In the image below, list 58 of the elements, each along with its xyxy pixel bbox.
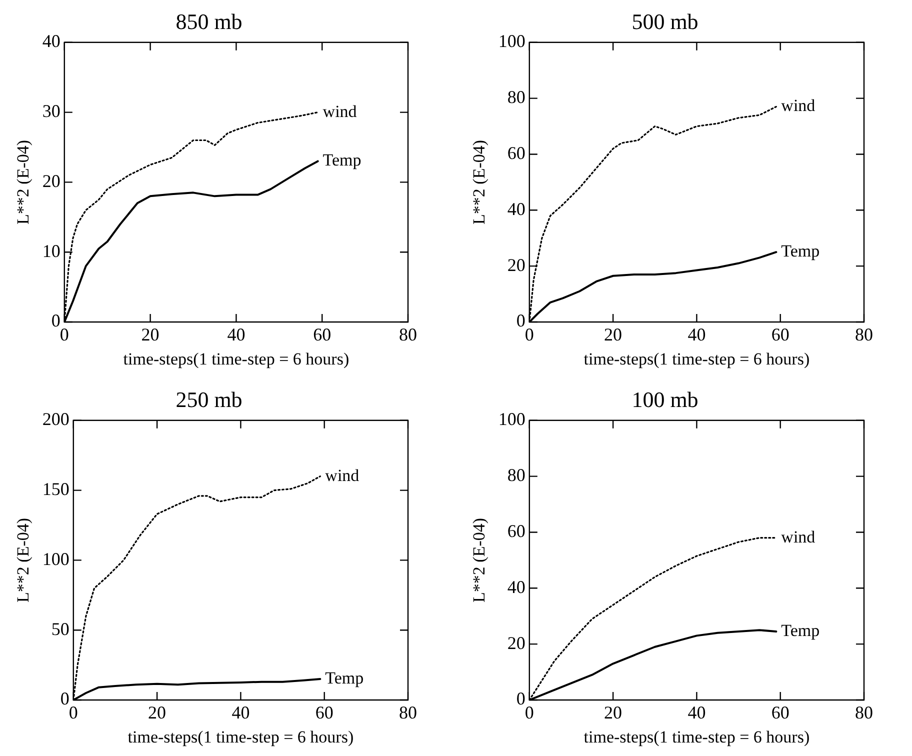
x-tick-label: 80 xyxy=(399,324,417,345)
y-tick-label: 150 xyxy=(42,479,70,500)
y-tick-label: 0 xyxy=(516,688,526,709)
series-label: wind xyxy=(322,102,358,121)
x-tick-label: 40 xyxy=(232,702,250,723)
y-tick-label: 20 xyxy=(507,632,526,653)
chart-title: 100 mb xyxy=(632,386,698,412)
series-label: Temp xyxy=(781,620,820,640)
chart-title: 250 mb xyxy=(176,386,242,412)
y-tick-label: 50 xyxy=(51,618,70,639)
x-tick-label: 40 xyxy=(688,324,706,345)
series-label: Temp xyxy=(322,150,362,170)
series-label: Temp xyxy=(781,242,820,261)
x-tick-label: 40 xyxy=(688,702,706,723)
x-tick-label: 60 xyxy=(313,324,332,345)
y-tick-label: 80 xyxy=(507,465,526,486)
y-tick-label: 200 xyxy=(42,409,70,430)
y-tick-label: 80 xyxy=(507,87,526,108)
x-axis-title: time-steps(1 time-step = 6 hours) xyxy=(128,727,354,746)
x-axis-title: time-steps(1 time-step = 6 hours) xyxy=(123,349,350,368)
series-label: wind xyxy=(781,527,816,546)
x-tick-label: 20 xyxy=(148,702,166,723)
y-tick-label: 60 xyxy=(507,520,526,541)
y-tick-label: 0 xyxy=(51,310,60,331)
x-tick-label: 60 xyxy=(771,324,790,345)
y-tick-label: 30 xyxy=(42,101,60,122)
x-tick-label: 80 xyxy=(855,324,873,345)
y-tick-label: 100 xyxy=(498,409,526,430)
y-tick-label: 20 xyxy=(507,254,526,275)
y-tick-label: 40 xyxy=(42,31,60,52)
series-label: wind xyxy=(781,96,816,116)
x-tick-label: 40 xyxy=(227,324,246,345)
series-label: wind xyxy=(325,466,360,485)
y-axis-title: L**2 (E-04) xyxy=(14,140,33,224)
x-tick-label: 80 xyxy=(855,702,873,723)
y-axis-title: L**2 (E-04) xyxy=(470,140,489,224)
x-tick-label: 80 xyxy=(399,702,417,723)
chart-title: 500 mb xyxy=(632,8,698,34)
y-tick-label: 100 xyxy=(498,31,526,52)
chart-title: 850 mb xyxy=(176,8,242,34)
x-axis-title: time-steps(1 time-step = 6 hours) xyxy=(584,349,810,368)
y-tick-label: 20 xyxy=(42,170,60,191)
y-axis-title: L**2 (E-04) xyxy=(14,518,33,602)
y-tick-label: 60 xyxy=(507,142,526,163)
x-tick-label: 60 xyxy=(771,702,790,723)
y-tick-label: 0 xyxy=(60,688,70,709)
series-label: Temp xyxy=(325,668,364,688)
y-axis-title: L**2 (E-04) xyxy=(470,518,489,602)
x-tick-label: 20 xyxy=(604,324,622,345)
y-tick-label: 10 xyxy=(42,240,60,261)
y-tick-label: 40 xyxy=(507,576,526,597)
x-tick-label: 60 xyxy=(315,702,334,723)
x-tick-label: 20 xyxy=(141,324,160,345)
x-tick-label: 20 xyxy=(604,702,622,723)
y-tick-label: 40 xyxy=(507,198,526,219)
y-tick-label: 0 xyxy=(516,310,526,331)
y-tick-label: 100 xyxy=(42,548,70,569)
x-axis-title: time-steps(1 time-step = 6 hours) xyxy=(584,727,810,746)
